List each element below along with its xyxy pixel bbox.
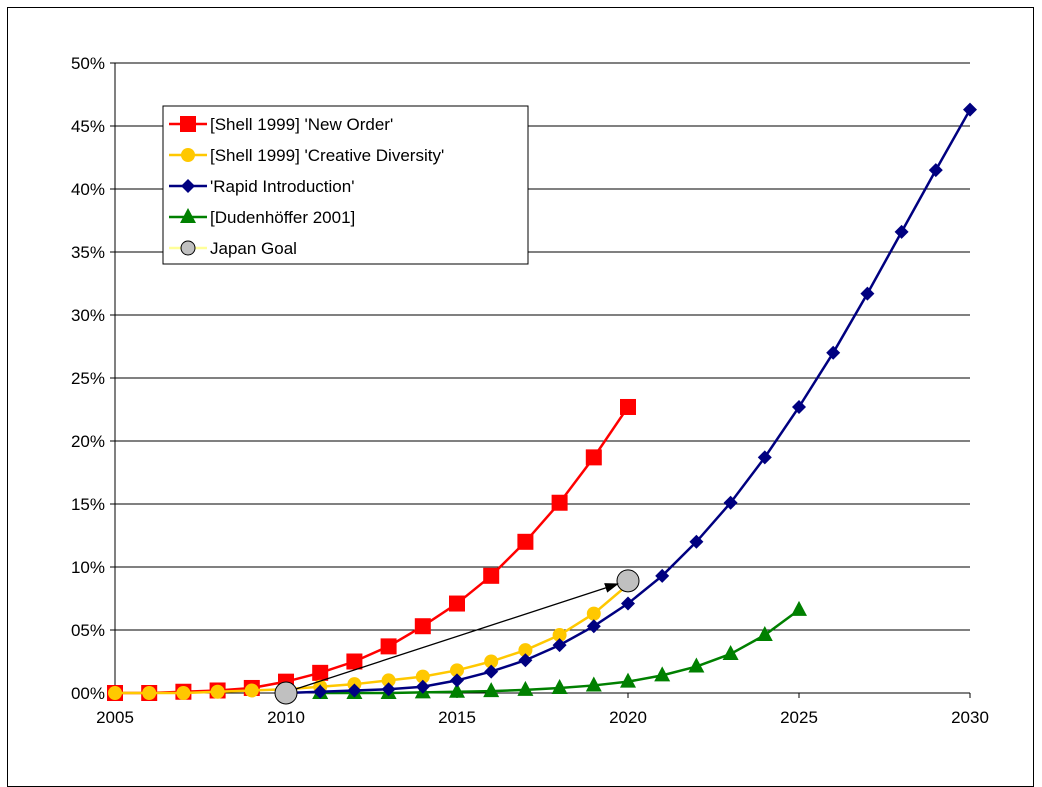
data-point (860, 286, 875, 301)
legend-label: [Dudenhöffer 2001] (210, 208, 355, 227)
data-point (414, 618, 431, 635)
data-point (517, 680, 534, 696)
data-point (723, 495, 738, 510)
line-chart: 00% 05% 10% 15% 20% 25% 30% 35% 40% 45% 50% 2005 201… (71, 54, 989, 727)
data-point (244, 683, 259, 698)
y-tick-label: 50% (71, 54, 105, 73)
data-point (655, 568, 670, 583)
y-tick-label: 45% (71, 117, 105, 136)
data-point (616, 569, 640, 593)
data-point (517, 533, 534, 550)
legend-marker (180, 116, 196, 132)
legend: [Shell 1999] 'New Order' [Shell 1999] 'Cr… (162, 105, 529, 265)
legend-label: [Shell 1999] 'Creative Diversity' (210, 146, 444, 165)
data-point (826, 345, 841, 360)
data-point (552, 628, 567, 643)
legend-label: [Shell 1999] 'New Order' (210, 115, 393, 134)
data-point (586, 606, 601, 621)
x-tick-label: 2005 (96, 708, 134, 727)
legend-item: [Dudenhöffer 2001] (169, 208, 355, 227)
legend-item: Japan Goal (169, 239, 297, 258)
data-point (518, 643, 533, 658)
data-point (620, 398, 636, 415)
data-point (450, 663, 464, 678)
data-point (312, 664, 329, 681)
y-tick-label: 00% (71, 684, 105, 703)
legend-item: 'Rapid Introduction' (169, 177, 354, 196)
data-point (928, 163, 943, 178)
data-point (347, 683, 362, 698)
legend-marker (181, 179, 195, 193)
data-point (449, 682, 465, 698)
data-point (586, 619, 601, 634)
legend-label: Japan Goal (210, 239, 297, 258)
data-point (483, 682, 500, 698)
series-line (115, 583, 629, 695)
x-tick-label: 2015 (438, 708, 476, 727)
legend-marker (181, 148, 195, 162)
legend-box (162, 105, 529, 265)
data-point (449, 595, 465, 612)
y-tick-label: 10% (71, 558, 105, 577)
x-tick-label: 2025 (780, 708, 818, 727)
legend-item: [Shell 1999] 'New Order' (169, 115, 393, 134)
data-point (654, 666, 671, 682)
data-point (620, 672, 636, 688)
data-point (483, 567, 500, 584)
data-point (176, 686, 191, 700)
data-point (518, 653, 533, 668)
data-point (274, 681, 298, 705)
data-point (346, 653, 363, 670)
data-point (415, 679, 430, 694)
data-point (621, 596, 635, 611)
data-point (313, 684, 328, 699)
data-point (792, 399, 806, 414)
data-point (551, 494, 568, 511)
legend-marker (180, 240, 196, 256)
annotation-arrow (295, 583, 619, 690)
legend-label: 'Rapid Introduction' (210, 177, 354, 196)
legend-marker (180, 208, 196, 223)
y-tick-label: 15% (71, 495, 105, 514)
series-0-square (107, 398, 636, 701)
data-point (791, 600, 807, 616)
x-tick-label: 2010 (267, 708, 305, 727)
data-point (415, 669, 430, 684)
y-tick-label: 05% (71, 621, 105, 640)
data-point (450, 673, 464, 688)
data-point (722, 644, 739, 660)
series-2-diamond (279, 102, 977, 700)
data-point (484, 664, 499, 679)
data-point (585, 676, 602, 692)
series-4-big-circle (274, 569, 640, 705)
data-point (756, 626, 773, 642)
data-point (142, 686, 157, 700)
data-point (757, 450, 772, 465)
x-tick-label: 2020 (609, 708, 647, 727)
data-point (585, 449, 602, 466)
y-tick-label: 25% (71, 369, 105, 388)
y-tick-label: 20% (71, 432, 105, 451)
data-point (108, 686, 122, 700)
x-tick-label: 2030 (951, 708, 989, 727)
data-point (484, 654, 499, 669)
data-point (963, 102, 977, 117)
data-point (210, 684, 225, 699)
y-tick-label: 30% (71, 306, 105, 325)
data-point (381, 673, 396, 688)
data-point (552, 638, 567, 653)
legend-item: [Shell 1999] 'Creative Diversity' (169, 146, 444, 165)
y-tick-label: 35% (71, 243, 105, 262)
data-point (688, 657, 705, 673)
series-line (115, 406, 630, 695)
data-point (381, 682, 396, 697)
data-point (551, 678, 568, 694)
data-point (380, 638, 397, 655)
data-point (894, 224, 909, 239)
y-tick-label: 40% (71, 180, 105, 199)
series-1-circle (108, 577, 635, 700)
data-point (689, 534, 704, 549)
